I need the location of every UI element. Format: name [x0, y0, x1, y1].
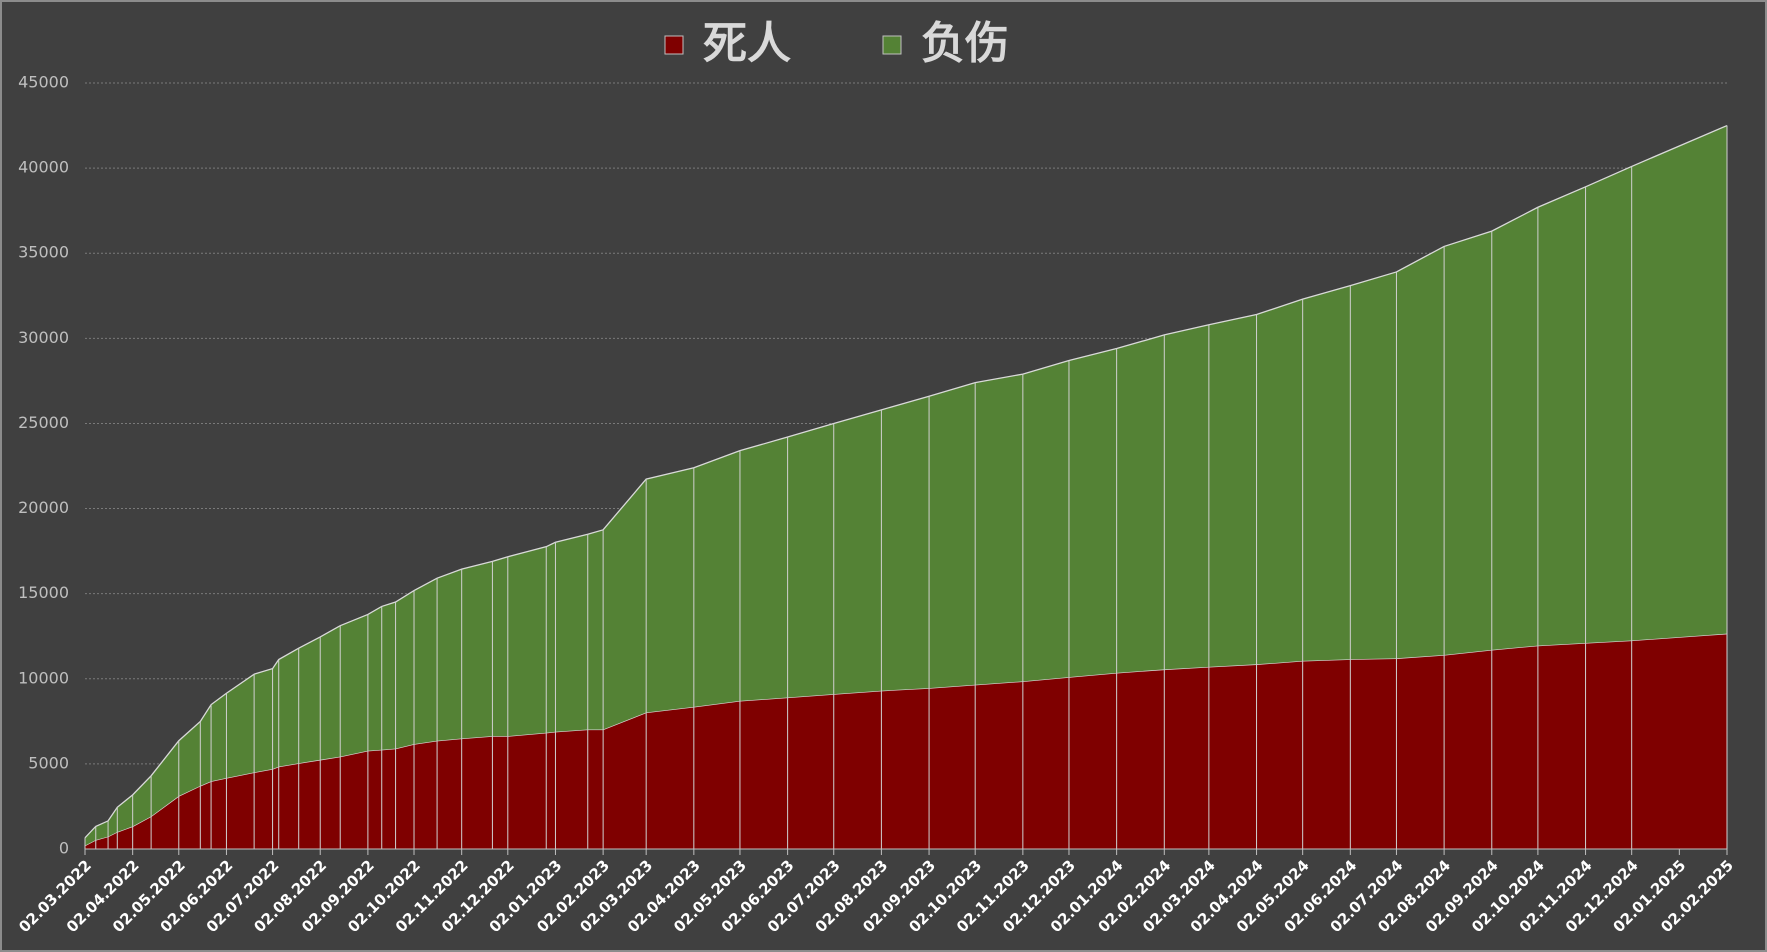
legend-label: 死人 [703, 18, 791, 69]
y-tick-label: 20000 [18, 498, 69, 517]
y-tick-label: 40000 [18, 158, 69, 177]
y-tick-label: 15000 [18, 583, 69, 602]
y-tick-label: 45000 [18, 73, 69, 92]
area [85, 125, 1727, 846]
legend-swatch [664, 35, 684, 55]
y-tick-label: 30000 [18, 328, 69, 347]
legend-swatch [882, 35, 902, 55]
y-tick-label: 10000 [18, 668, 69, 687]
y-tick-label: 0 [59, 839, 69, 858]
y-tick-label: 25000 [18, 413, 69, 432]
area [85, 633, 1727, 849]
y-tick-label: 5000 [28, 753, 69, 772]
y-tick-label: 35000 [18, 243, 69, 262]
legend-label: 负伤 [921, 18, 1009, 69]
